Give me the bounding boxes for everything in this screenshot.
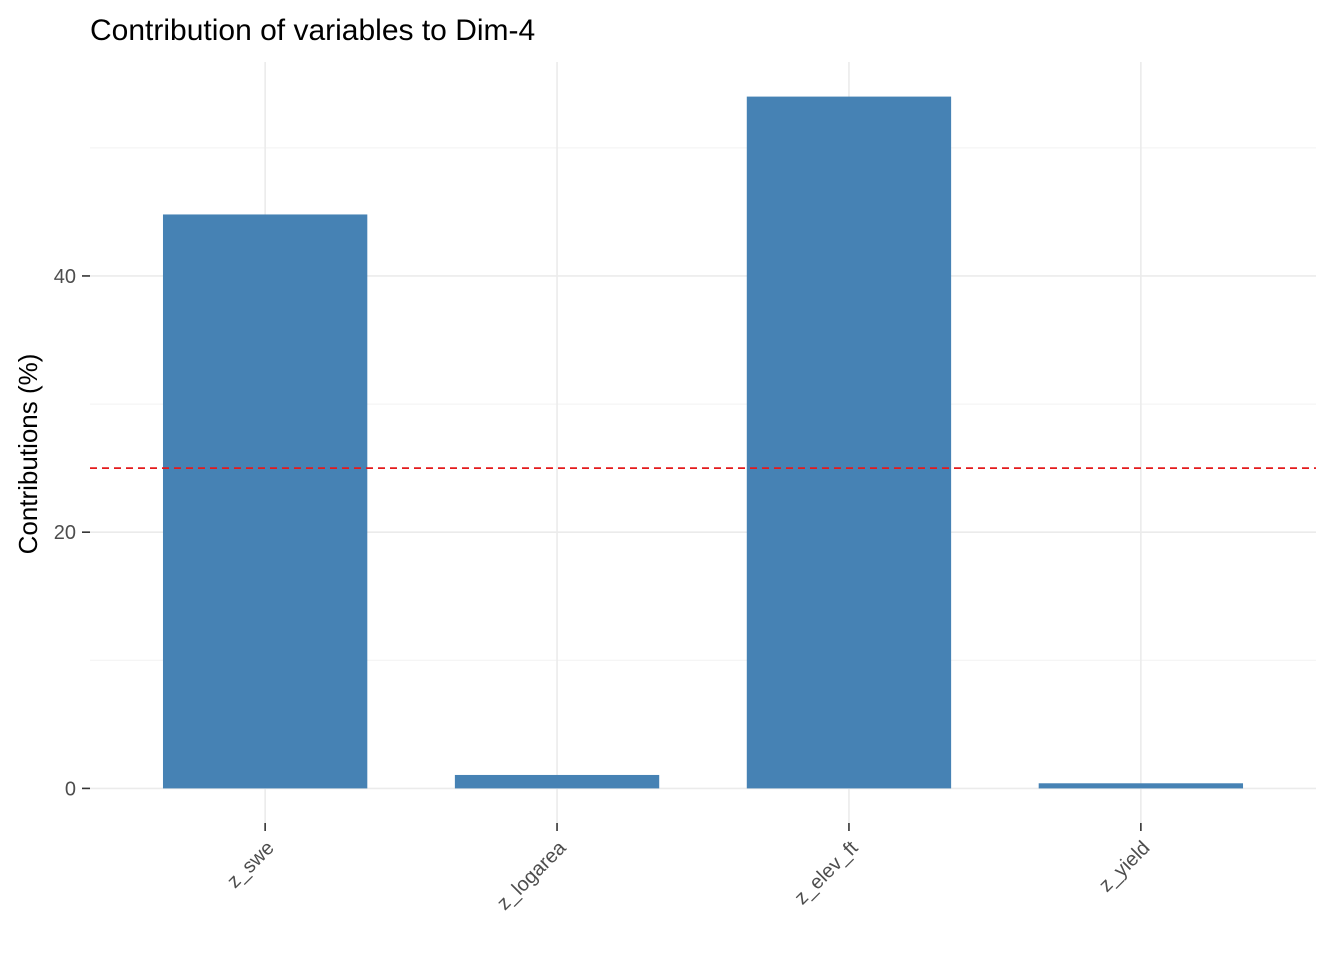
y-tick-label: 20 <box>54 522 76 544</box>
bar-z_elev_ft <box>746 96 952 789</box>
y-axis: 0 20 40 <box>54 266 90 800</box>
bar-z_yield <box>1038 783 1244 789</box>
bar-z_logarea <box>454 774 660 789</box>
y-axis-title: Contributions (%) <box>13 354 43 555</box>
x-tick-label: z_yield <box>1095 837 1155 897</box>
x-tick-label: z_logarea <box>493 836 571 914</box>
y-tick-label: 40 <box>54 266 76 288</box>
bar-z_swe <box>162 214 368 789</box>
x-tick-label: z_swe <box>223 837 279 893</box>
y-tick-label: 0 <box>65 778 76 800</box>
x-tick-label: z_elev_ft <box>790 837 862 909</box>
chart-title: Contribution of variables to Dim-4 <box>90 14 535 47</box>
x-axis: z_swe z_logarea z_elev_ft z_yield <box>223 823 1154 915</box>
bars <box>162 96 1244 789</box>
